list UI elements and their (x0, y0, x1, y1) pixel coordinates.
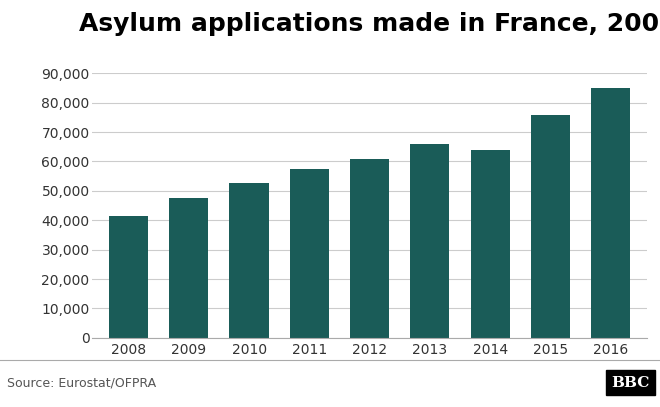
Bar (591, 88, 630, 338)
Bar (169, 198, 209, 338)
Text: BBC: BBC (612, 376, 650, 389)
Bar (230, 183, 269, 338)
Bar (531, 115, 570, 338)
Bar (109, 216, 148, 338)
Bar (471, 150, 510, 338)
Bar (290, 169, 329, 338)
Bar (411, 144, 449, 338)
Text: Asylum applications made in France, 2008-16: Asylum applications made in France, 2008… (79, 12, 660, 36)
Bar (350, 158, 389, 338)
Text: Source: Eurostat/OFPRA: Source: Eurostat/OFPRA (7, 376, 156, 389)
